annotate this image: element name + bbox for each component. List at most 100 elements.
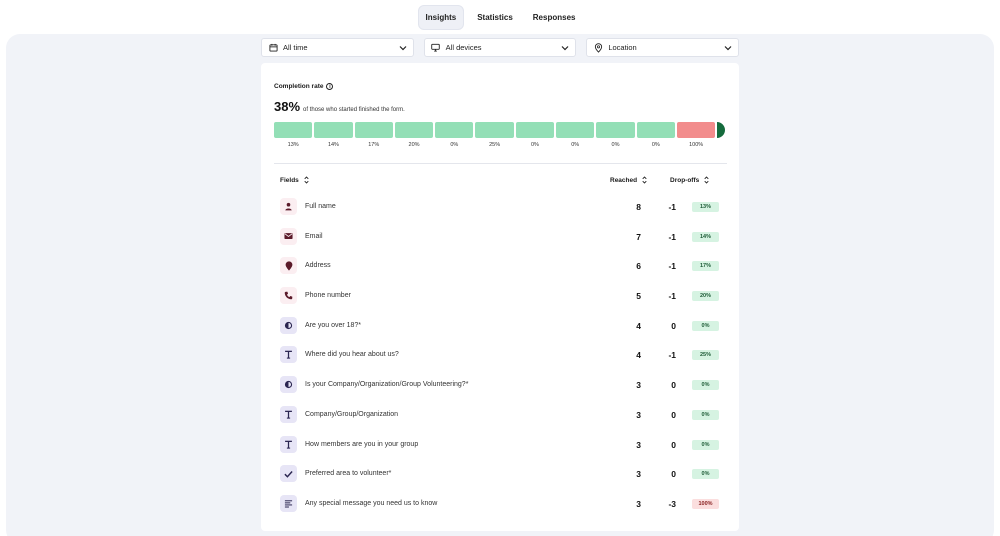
reached-count: 3: [636, 498, 641, 509]
tab-statistics[interactable]: Statistics: [477, 13, 513, 22]
table-row[interactable]: How members are you in your group 3 0 0%: [280, 431, 720, 461]
table-row[interactable]: Is your Company/Organization/Group Volun…: [280, 371, 720, 401]
text-icon: [280, 346, 297, 364]
table-header: Fields Reached Drop-offs: [280, 176, 720, 186]
reached-count: 4: [636, 320, 641, 331]
dropoff-count: -1: [668, 350, 676, 361]
paragraph-icon: [280, 494, 297, 512]
dropoff-percent-badge: 17%: [692, 261, 719, 272]
completion-funnel-bar: [274, 122, 726, 138]
dropoff-percent-badge: 13%: [692, 202, 719, 212]
funnel-segment[interactable]: [354, 122, 393, 138]
device-select[interactable]: All devices: [423, 38, 577, 57]
funnel-segment[interactable]: [274, 122, 313, 138]
table-row[interactable]: Where did you hear about us? 4 -1 25%: [280, 341, 720, 371]
dropoff-count: 0: [671, 439, 676, 450]
calendar-icon: [268, 43, 278, 53]
monitor-icon: [431, 43, 441, 53]
dropoff-count: 0: [671, 380, 676, 391]
dropoff-percent-badge: 100%: [692, 498, 719, 509]
radio-choice-icon: [280, 376, 297, 394]
field-name: Is your Company/Organization/Group Volun…: [305, 381, 469, 389]
dropoff-percent-badge: 0%: [692, 320, 719, 331]
fields-table: Full name 8 -1 13% Email 7 -1 14% Address 6 -1 17% P…: [280, 193, 720, 520]
dropoffs-column-header[interactable]: Drop-offs: [670, 176, 709, 184]
field-name: Address: [305, 262, 331, 270]
field-name: Phone number: [305, 292, 351, 300]
location-select[interactable]: Location: [586, 38, 740, 57]
text-icon: [280, 405, 297, 423]
table-row[interactable]: Email 7 -1 14%: [280, 223, 720, 253]
info-icon[interactable]: i: [326, 83, 334, 90]
dropoff-percent-badge: 14%: [692, 231, 719, 242]
sort-icon[interactable]: [704, 176, 709, 184]
funnel-segment[interactable]: [435, 122, 474, 138]
reached-count: 3: [636, 439, 641, 450]
dropoff-count: 0: [671, 469, 676, 480]
fields-header-label: Fields: [280, 176, 299, 184]
device-value: All devices: [445, 43, 482, 52]
field-name: Company/Group/Organization: [305, 410, 398, 418]
checkmark-icon: [280, 465, 297, 483]
dropoff-percent-badge: 25%: [692, 350, 719, 361]
funnel-segment[interactable]: [394, 122, 434, 138]
date-range-value: All time: [283, 43, 308, 52]
table-row[interactable]: Company/Group/Organization 3 0 0%: [280, 401, 720, 431]
funnel-segment-label: 0%: [530, 142, 539, 148]
funnel-segment-label: 17%: [368, 142, 380, 148]
phone-icon: [280, 287, 297, 305]
funnel-segment[interactable]: [515, 122, 555, 138]
reached-count: 4: [636, 350, 641, 361]
field-name: Email: [305, 232, 323, 240]
dropoff-percent-badge: 20%: [692, 291, 719, 302]
dropoff-percent-badge: 0%: [692, 380, 719, 391]
reached-column-header[interactable]: Reached: [610, 176, 647, 184]
dropoff-count: 0: [671, 320, 676, 331]
map-pin-icon: [280, 257, 297, 275]
reached-header-label: Reached: [610, 176, 638, 184]
chevron-down-icon: [724, 44, 732, 52]
dropoff-percent-badge: 0%: [692, 409, 719, 420]
reached-count: 5: [636, 291, 641, 302]
table-row[interactable]: Phone number 5 -1 20%: [280, 282, 720, 312]
reached-count: 3: [636, 380, 641, 391]
dropoff-count: 0: [671, 409, 676, 420]
completion-summary: 38% of those who started finished the fo…: [274, 99, 405, 114]
envelope-icon: [280, 227, 297, 245]
funnel-segment[interactable]: [475, 122, 514, 138]
tab-bar: Insights Statistics Responses: [0, 5, 1000, 30]
table-row[interactable]: Full name 8 -1 13%: [280, 193, 720, 223]
table-row[interactable]: Address 6 -1 17%: [280, 252, 720, 282]
funnel-segment[interactable]: [676, 122, 716, 138]
table-row[interactable]: Are you over 18?* 4 0 0%: [280, 312, 720, 342]
dropoff-count: -1: [668, 291, 676, 302]
funnel-segment-label: 0%: [611, 142, 620, 148]
table-row[interactable]: Preferred area to volunteer* 3 0 0%: [280, 460, 720, 490]
funnel-segment[interactable]: [314, 122, 353, 138]
reached-count: 6: [636, 261, 641, 272]
reached-count: 3: [636, 409, 641, 420]
field-name: Preferred area to volunteer*: [305, 470, 392, 478]
filter-bar: All time All devices Location: [261, 38, 740, 57]
funnel-segment[interactable]: [596, 122, 635, 138]
field-name: Any special message you need us to know: [305, 499, 438, 507]
field-name: Full name: [305, 203, 336, 210]
dropoff-percent-badge: 0%: [692, 469, 719, 480]
date-range-select[interactable]: All time: [261, 38, 414, 57]
map-pin-icon: [593, 42, 603, 53]
tab-insights[interactable]: Insights: [417, 5, 465, 30]
dropoff-count: -1: [668, 261, 676, 272]
completion-funnel-labels: 13% 14% 17% 20% 0% 25% 0% 0% 0% 0% 100%: [274, 142, 726, 150]
dropoff-count: -3: [668, 498, 676, 509]
funnel-segment[interactable]: [636, 122, 675, 138]
insights-card: Completion rate i 38% of those who start…: [261, 63, 739, 531]
table-row[interactable]: Any special message you need us to know 3…: [280, 490, 720, 520]
fields-column-header[interactable]: Fields: [280, 176, 309, 184]
funnel-end-cap: [717, 122, 726, 138]
tab-responses[interactable]: Responses: [532, 13, 576, 22]
sort-icon[interactable]: [642, 176, 647, 184]
completion-percent: 38%: [274, 99, 301, 114]
completion-rate-label: Completion rate: [274, 83, 324, 90]
sort-icon[interactable]: [304, 176, 309, 184]
funnel-segment[interactable]: [556, 122, 595, 138]
